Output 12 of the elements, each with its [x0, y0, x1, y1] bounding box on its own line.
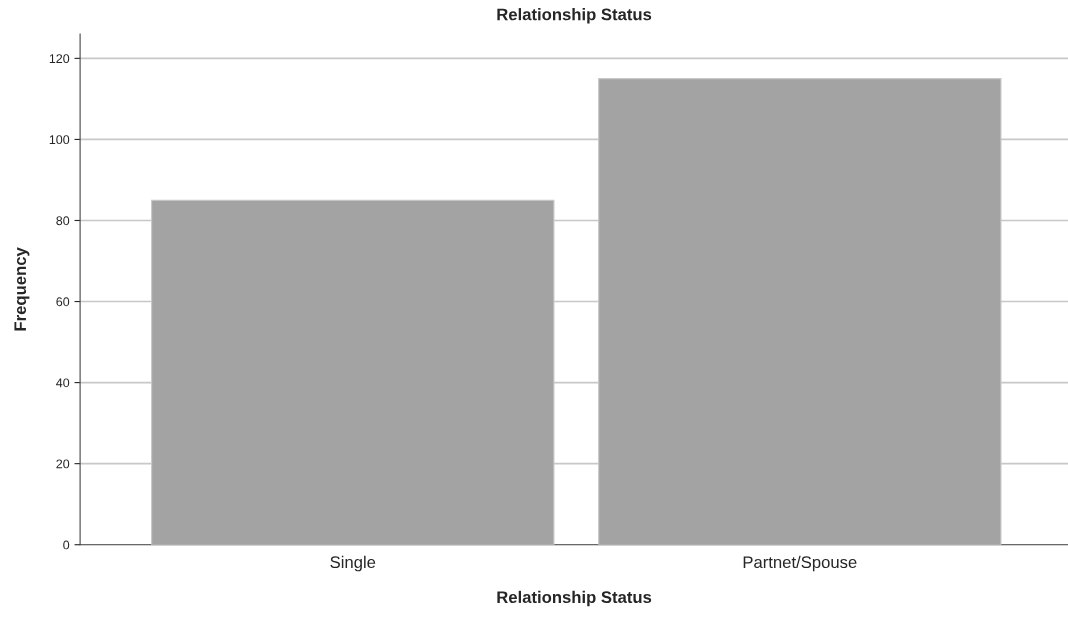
y-tick-label: 80: [56, 216, 70, 226]
x-tick-label: Partnet/Spouse: [743, 555, 857, 572]
y-tick-label: 20: [56, 459, 70, 469]
y-tick-label: 0: [63, 540, 70, 550]
y-tick-label: 100: [49, 135, 70, 145]
x-tick-label: Single: [330, 555, 376, 572]
y-tick-label: 60: [56, 297, 70, 307]
chart-title: Relationship Status: [497, 8, 652, 24]
y-tick-label: 120: [49, 54, 70, 64]
y-tick-label: 40: [56, 378, 70, 388]
x-axis-title: Relationship Status: [497, 590, 652, 607]
y-axis-title: Frequency: [14, 247, 30, 331]
